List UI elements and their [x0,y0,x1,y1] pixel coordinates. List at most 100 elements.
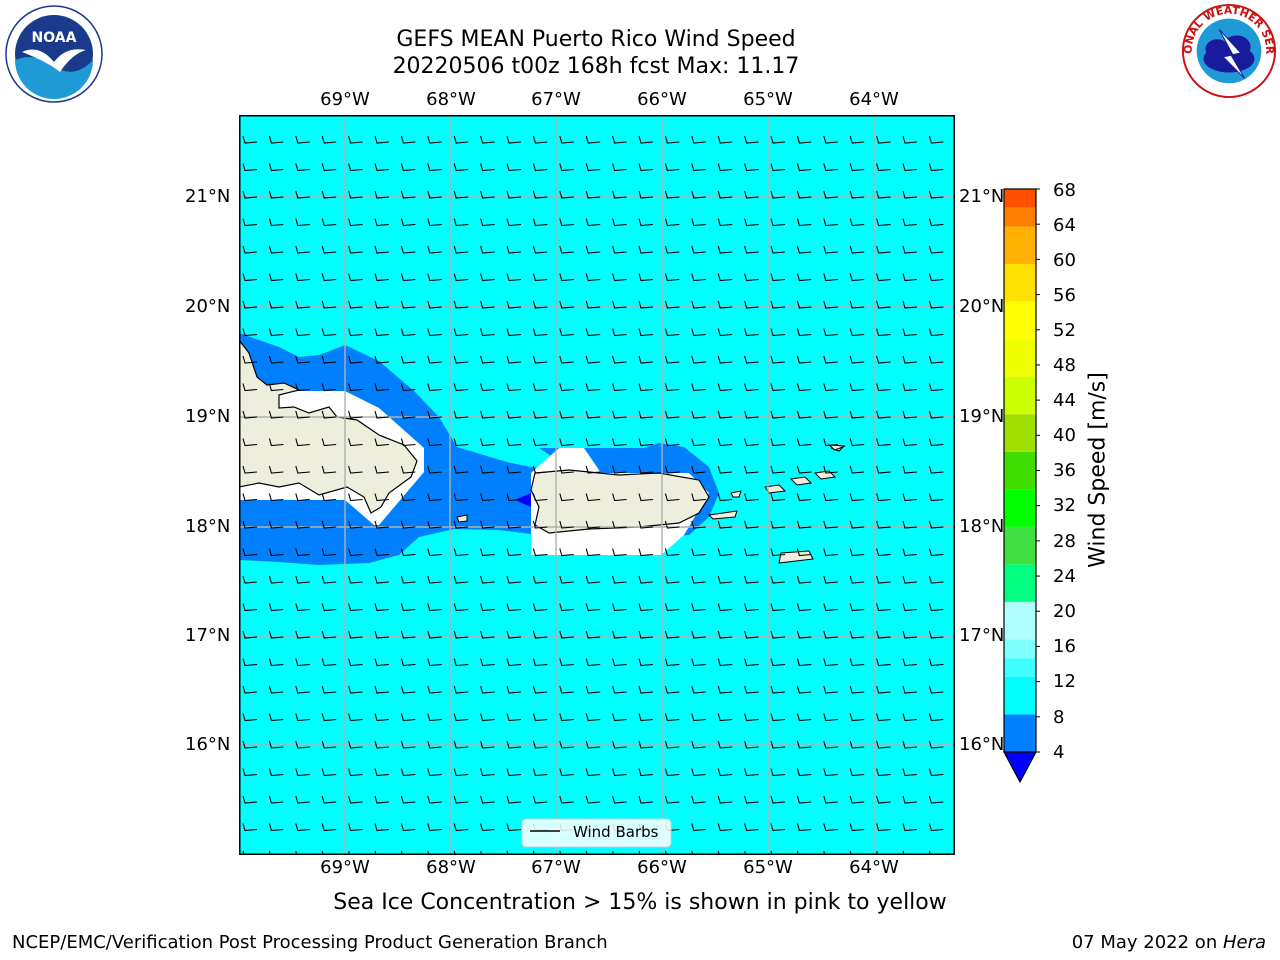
wind-barb [849,575,865,584]
wind-barb [268,438,284,447]
wind-barb [717,355,733,364]
wind-barb [849,465,865,474]
wind-barb [480,493,495,502]
wind-barb [453,273,469,282]
wind-barb [374,328,390,337]
lon-label-bottom: 65°W [743,857,793,878]
wind-barb [744,520,759,529]
wind-barb [268,658,284,667]
wind-barb [559,768,574,777]
wind-barb [400,328,416,337]
wind-barb [480,548,495,557]
wind-barb [770,795,786,804]
wind-barb [612,575,627,584]
colorbar-tick-label: 60 [1053,250,1076,271]
wind-barb [242,218,258,227]
lat-label-right: 16°N [959,734,1005,755]
wind-barb [902,245,918,254]
wind-barb [770,603,786,612]
wind-barb [717,190,733,199]
wind-barb [506,355,522,364]
wind-barb [268,823,284,832]
wind-barb [532,658,548,667]
wind-barb [480,190,495,199]
wind-barb [559,245,574,254]
wind-barb [400,603,416,612]
wind-barb [744,135,759,144]
wind-barb [268,713,284,722]
wind-barb [453,355,469,364]
wind-barb [902,520,918,529]
colorbar-tick-label: 40 [1053,425,1076,446]
wind-barb [796,328,812,337]
wind-barb [717,630,733,639]
wind-barb [664,273,680,282]
wind-barb [453,630,469,639]
wind-barb [876,438,891,447]
wind-barb [876,493,891,502]
wind-barb [770,658,786,667]
wind-barb [823,520,838,529]
wind-barb [532,465,548,474]
wind-barb [295,190,310,199]
lon-label-top: 68°W [426,89,476,110]
wind-barb [717,740,733,749]
wind-barb [295,245,310,254]
wind-barb [612,190,627,199]
sea-ice-caption: Sea Ice Concentration > 15% is shown in … [333,890,947,915]
wind-barb [770,493,786,502]
wind-barb [295,548,310,557]
wind-barb [559,850,562,855]
colorbar-block [1004,207,1036,227]
wind-barb [928,493,944,502]
colorbar-tick-label: 24 [1053,566,1076,587]
wind-barb [559,410,574,419]
wind-barb [295,850,298,855]
wind-barb [849,218,865,227]
wind-barb [400,245,416,254]
wind-barb [796,740,812,749]
wind-barb [480,740,495,749]
wind-barb [506,713,522,722]
wind-barb [585,328,601,337]
wind-barb [559,795,574,804]
wind-barb [928,273,944,282]
wind-barb [242,520,258,529]
wind-barb [400,548,416,557]
wind-barb [348,163,363,172]
wind-barb [559,603,574,612]
wind-barb [691,603,706,612]
wind-barb [374,658,390,667]
wind-barb [400,493,416,502]
wind-barb [427,575,442,584]
lon-label-bottom: 66°W [637,857,687,878]
wind-barb [321,465,337,474]
footer-date: 07 May 2022 on Hera [1072,932,1266,953]
wind-barb [876,383,891,392]
wind-barb [453,328,469,337]
wind-barb [453,493,469,502]
wind-barb [480,685,495,694]
wind-barb [374,218,390,227]
wind-barb [559,548,574,557]
wind-barb [717,383,733,392]
wind-barb [453,218,469,227]
wind-barb [717,795,733,804]
wind-barb [638,575,654,584]
wind-barb [348,300,363,309]
wind-barb [242,135,258,144]
wind-barb [796,438,812,447]
wind-barb [242,493,258,502]
wind-barb [321,850,324,855]
wind-barb [321,713,337,722]
wind-barb [638,218,654,227]
wind-barb [585,438,601,447]
wind-barb [506,740,522,749]
wind-barb [453,575,469,584]
wind-barb [902,190,918,199]
wind-barb [849,713,865,722]
wind-barb [532,520,548,529]
wind-barb [876,658,891,667]
wind-barb [480,218,495,227]
wind-barb [585,685,601,694]
